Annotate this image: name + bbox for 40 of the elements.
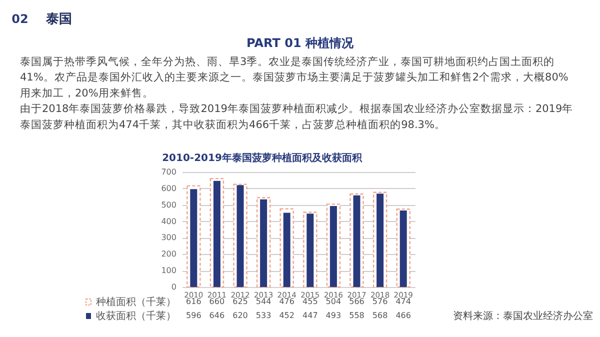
data-label: 616: [186, 297, 202, 306]
text: 资料来源：泰国农业经济办公室: [453, 310, 593, 322]
data-label: 544: [256, 297, 272, 306]
y-tick-label: 600: [161, 184, 176, 193]
data-label: 558: [349, 311, 364, 320]
y-tick-label: 100: [161, 266, 176, 276]
y-tick-label: 200: [161, 250, 176, 259]
text: 泰国菠萝种植面积为474千莱，其中收获面积为466千莱，占菠萝总种植面积的98.3%。: [20, 118, 446, 131]
text: 41%。农产品是泰国外汇收入的主要来源之一。泰国菠萝市场主要满足于菠萝罐头加工和鲜售2个需求，大概80%: [20, 70, 568, 84]
legend-label: 种植面积（千莱）: [96, 296, 176, 308]
y-tick-label: 300: [161, 233, 176, 242]
data-label: 646: [209, 311, 225, 320]
chart-title: 2010-2019年泰国菠萝种植面积及收获面积: [162, 152, 363, 164]
data-label: 576: [372, 297, 388, 306]
data-label: 533: [256, 311, 272, 320]
data-label: 447: [302, 311, 318, 320]
data-label: 504: [326, 297, 342, 306]
data-label: 596: [186, 311, 202, 320]
text: 泰国属于热带季风气候，全年分为热、雨、旱3季。农业是泰国传统经济产业，泰国可耕地面积约占国土面积的: [20, 55, 555, 68]
text: PART 01 种植情况: [246, 36, 354, 50]
data-label: 466: [396, 311, 411, 320]
y-tick-label: 400: [161, 216, 176, 226]
data-label: 566: [349, 297, 364, 306]
y-tick-label: 500: [161, 200, 176, 210]
y-tick-label: 0: [171, 282, 176, 292]
legend-label: 收获面积（千莱）: [96, 310, 176, 322]
data-label: 625: [232, 297, 248, 306]
y-tick-label: 700: [161, 168, 176, 176]
data-label: 455: [302, 297, 318, 306]
data-label: 452: [279, 311, 294, 320]
text: 由于2018年泰国菠萝价格暴跌，导致2019年泰国菠萝种植面积减少。根据泰国农业经济办公室数据显示：2019年: [20, 102, 574, 116]
data-label: 474: [396, 297, 411, 306]
text: 02: [12, 12, 28, 26]
data-label: 620: [232, 311, 248, 320]
data-label: 493: [326, 311, 342, 320]
data-label: 568: [372, 311, 388, 320]
data-label: 660: [209, 297, 225, 306]
text: 用来加工，20%用来鲜售。: [20, 86, 154, 100]
text: 泰国: [45, 12, 72, 27]
data-label: 476: [279, 297, 294, 306]
